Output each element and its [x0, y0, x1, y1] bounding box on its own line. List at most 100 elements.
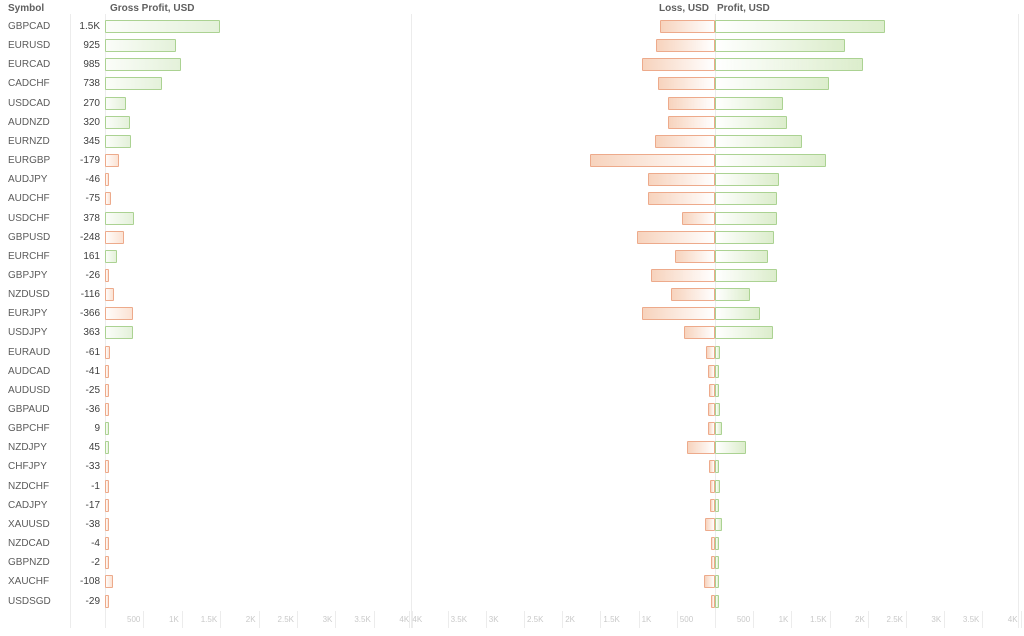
loss-bar: [647, 192, 715, 206]
loss-bar: [655, 39, 715, 53]
profit-axis-tick-label: 1.5K: [810, 615, 827, 624]
gross-profit-bar: [105, 134, 132, 148]
gross-profit-bar: [105, 58, 181, 72]
loss-bar: [682, 211, 715, 225]
profit-bar: [715, 460, 719, 474]
net-value-label: -1: [91, 480, 100, 492]
loss-bar: [707, 403, 715, 416]
loss-bar: [708, 460, 715, 474]
symbol-label: NZDUSD: [8, 289, 50, 301]
gross-profit-axis-tick: [373, 611, 375, 628]
gross-profit-axis-tick: [143, 611, 145, 628]
symbol-label: NZDJPY: [8, 442, 47, 454]
symbol-label: EURCAD: [8, 59, 51, 71]
profit-axis-tick: [1020, 611, 1022, 628]
gross-profit-bar: [105, 575, 114, 589]
loss-axis-tick-label: 3.5K: [450, 615, 468, 624]
gross-profit-column-header: Gross Profit, USD: [110, 3, 195, 14]
loss-axis-tick-label: 1.5K: [603, 615, 620, 624]
symbol-label: AUDUSD: [8, 384, 51, 396]
net-value-label: -2: [91, 557, 100, 569]
symbol-label: XAUUSD: [8, 518, 50, 530]
net-value-label: -108: [79, 576, 100, 588]
gross-profit-bar: [105, 403, 109, 416]
profit-bar: [715, 498, 719, 512]
gross-profit-bar: [105, 556, 109, 570]
net-value-label: 378: [83, 212, 100, 224]
gross-profit-bar: [105, 77, 162, 91]
gross-profit-bar: [105, 364, 109, 378]
loss-axis-tick-label: 4K: [412, 615, 423, 624]
loss-bar: [684, 326, 715, 340]
gross-profit-bar: [105, 39, 177, 53]
loss-bar: [708, 364, 715, 378]
profit-axis-tick: [906, 611, 907, 628]
net-value-label: 1.5K: [79, 21, 100, 32]
profit-bar: [715, 268, 778, 282]
gross-profit-bar: [105, 249, 118, 263]
loss-axis-tick: [676, 611, 678, 628]
profit-axis-tick: [867, 611, 869, 628]
profit-bar: [715, 326, 774, 340]
gross-profit-bar: [105, 498, 109, 512]
symbol-label: CHFJPY: [8, 461, 47, 473]
loss-bar: [647, 173, 715, 187]
loss-axis-tick-label: 500: [679, 615, 694, 624]
loss-axis-tick: [485, 611, 487, 628]
symbol-label: XAUCHF: [8, 576, 50, 588]
symbol-label: AUDCAD: [8, 365, 51, 377]
loss-axis-tick: [447, 611, 449, 628]
loss-bar: [642, 307, 715, 321]
loss-bar: [705, 345, 715, 359]
profit-bar: [715, 307, 760, 321]
loss-bar: [674, 249, 715, 263]
loss-axis-tick: [409, 611, 411, 628]
gross-profit-bar: [105, 20, 221, 33]
net-value-label: -75: [85, 193, 100, 205]
net-value-label: 738: [83, 78, 100, 90]
net-value-label: 345: [83, 135, 100, 147]
loss-bar: [670, 288, 715, 302]
gross-profit-bar: [105, 441, 109, 455]
loss-bar: [657, 77, 715, 91]
loss-bar: [667, 96, 715, 110]
right-boundary-line: [1018, 14, 1019, 628]
symbol-label: USDCAD: [8, 97, 51, 109]
gross-profit-bar: [105, 345, 110, 359]
gross-profit-bar: [105, 307, 134, 321]
gross-profit-bar: [105, 479, 109, 493]
loss-axis-tick: [524, 611, 525, 628]
profit-axis-tick: [791, 611, 793, 628]
symbol-label: EURCHF: [8, 250, 50, 262]
gross-profit-bar: [105, 326, 133, 340]
profit-bar: [715, 383, 720, 397]
net-value-label: -179: [79, 155, 100, 167]
gross-profit-axis-tick: [335, 611, 337, 628]
symbol-label: EURJPY: [8, 308, 48, 320]
profit-column-header: Profit, USD: [717, 3, 770, 14]
symbol-label: EURNZD: [8, 135, 50, 147]
net-value-label: 363: [83, 327, 100, 339]
gross-profit-bar: [105, 154, 119, 168]
gross-profit-bar: [105, 460, 109, 474]
symbol-label: GBPCHF: [8, 423, 50, 435]
symbol-label: GBPJPY: [8, 269, 48, 281]
loss-bar: [710, 498, 715, 512]
symbol-label: USDCHF: [8, 212, 50, 224]
profit-axis-tick-label: 2.5K: [886, 615, 903, 624]
net-value-label: -29: [85, 595, 100, 607]
gross-profit-bar: [105, 268, 109, 282]
profit-axis-tick: [982, 611, 984, 628]
symbol-label: CADJPY: [8, 499, 48, 511]
net-value-label: -61: [85, 346, 100, 358]
profit-bar: [715, 58, 864, 72]
profit-bar: [715, 192, 777, 206]
net-value-label: -36: [85, 404, 100, 415]
loss-bar: [703, 575, 715, 589]
gross-profit-bar: [105, 517, 109, 531]
loss-axis-tick-label: 1K: [641, 615, 652, 624]
gross-profit-axis-tick: [412, 611, 414, 628]
symbol-label: NZDCAD: [8, 538, 50, 550]
loss-bar: [711, 556, 715, 570]
